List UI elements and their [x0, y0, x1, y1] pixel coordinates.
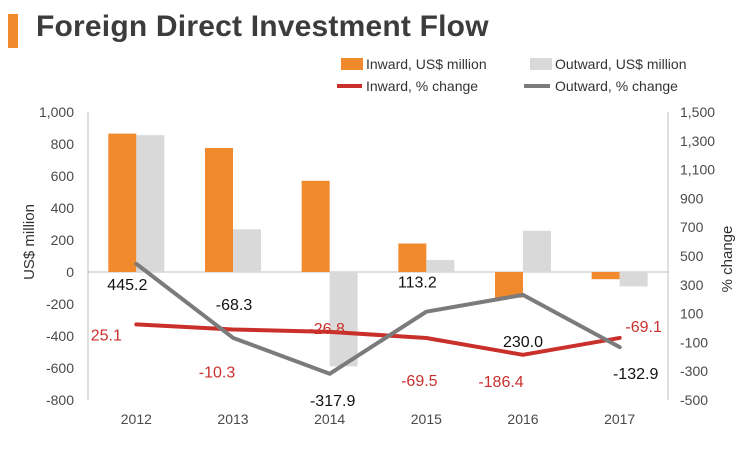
- data-labels-layer: 25.1 -10.3 -26.8 -69.5 -186.4 -69.1 445.2 -68.3…: [91, 275, 662, 410]
- data-label-outward-pct: -132.9: [613, 366, 658, 383]
- legend-swatch-inward-bar: [341, 58, 363, 70]
- bar-outward: [329, 272, 358, 367]
- bar-inward: [398, 243, 427, 272]
- data-label-inward-pct: -186.4: [478, 374, 523, 391]
- right-tick-label: 900: [680, 190, 704, 206]
- bar-outward: [136, 135, 165, 272]
- data-label-outward-pct: -317.9: [310, 393, 355, 410]
- data-label-outward-pct: -68.3: [216, 297, 253, 314]
- bar-inward: [205, 148, 233, 272]
- left-tick-label: -600: [46, 360, 74, 376]
- left-tick-label: -800: [46, 392, 74, 408]
- right-tick-label: -100: [680, 334, 708, 350]
- data-label-outward-pct: 445.2: [107, 277, 147, 294]
- x-tick-label: 2015: [411, 411, 442, 427]
- lines-layer: [134, 261, 622, 376]
- chart-title: Foreign Direct Investment Flow: [36, 10, 489, 43]
- legend-label-outward-bar: Outward, US$ million: [555, 56, 687, 72]
- x-tick-label: 2016: [507, 411, 538, 427]
- right-tick-label: 700: [680, 219, 704, 235]
- data-label-inward-pct: -26.8: [308, 321, 345, 338]
- bar-outward: [619, 272, 648, 287]
- right-tick-label: 1,500: [680, 104, 715, 120]
- y2-axis-label: % change: [719, 226, 736, 293]
- right-tick-label: -500: [680, 392, 708, 408]
- data-label-inward-pct: -69.1: [625, 319, 662, 336]
- y-axis-label: US$ million: [21, 204, 38, 280]
- bar-outward: [523, 230, 551, 272]
- data-label-outward-pct: 230.0: [503, 334, 543, 351]
- left-tick-label: 1,000: [39, 104, 74, 120]
- bar-inward: [301, 180, 330, 272]
- axes-layer: 1,000 800 600 400 200 0 -200 -400 -600 -800 1,500 1…: [21, 104, 736, 427]
- line-inward-pct: [134, 322, 622, 357]
- left-tick-label: -400: [46, 328, 74, 344]
- legend-swatch-outward-bar: [530, 58, 552, 70]
- bar-outward: [233, 229, 261, 272]
- bars-layer: [108, 133, 648, 367]
- right-tick-label: -300: [680, 363, 708, 379]
- line-outward-pct: [134, 261, 622, 376]
- right-tick-label: 1,300: [680, 133, 715, 149]
- right-tick-label: 100: [680, 306, 704, 322]
- data-label-inward-pct: 25.1: [91, 327, 122, 344]
- left-tick-label: 0: [66, 264, 74, 280]
- right-tick-label: 300: [680, 277, 704, 293]
- data-label-inward-pct: -10.3: [199, 364, 236, 381]
- right-tick-label: 500: [680, 248, 704, 264]
- x-tick-label: 2012: [121, 411, 152, 427]
- bar-outward: [426, 260, 455, 272]
- x-tick-label: 2017: [604, 411, 635, 427]
- right-tick-label: 1,100: [680, 162, 715, 178]
- x-tick-label: 2014: [314, 411, 345, 427]
- bar-inward: [591, 272, 620, 280]
- legend-label-inward-line: Inward, % change: [366, 78, 478, 94]
- x-tick-label: 2013: [217, 411, 248, 427]
- title-accent-bar: [8, 14, 18, 48]
- left-tick-label: 200: [51, 232, 75, 248]
- left-tick-label: 600: [51, 168, 75, 184]
- data-label-inward-pct: -69.5: [401, 373, 438, 390]
- left-tick-label: -200: [46, 296, 74, 312]
- bar-inward: [495, 272, 523, 298]
- legend-label-outward-line: Outward, % change: [555, 78, 678, 94]
- data-label-outward-pct: 113.2: [398, 275, 437, 292]
- left-tick-label: 800: [51, 136, 75, 152]
- legend: Inward, US$ million Outward, US$ million I…: [337, 56, 687, 94]
- legend-label-inward-bar: Inward, US$ million: [366, 56, 487, 72]
- bar-inward: [108, 133, 137, 272]
- left-tick-label: 400: [51, 200, 75, 216]
